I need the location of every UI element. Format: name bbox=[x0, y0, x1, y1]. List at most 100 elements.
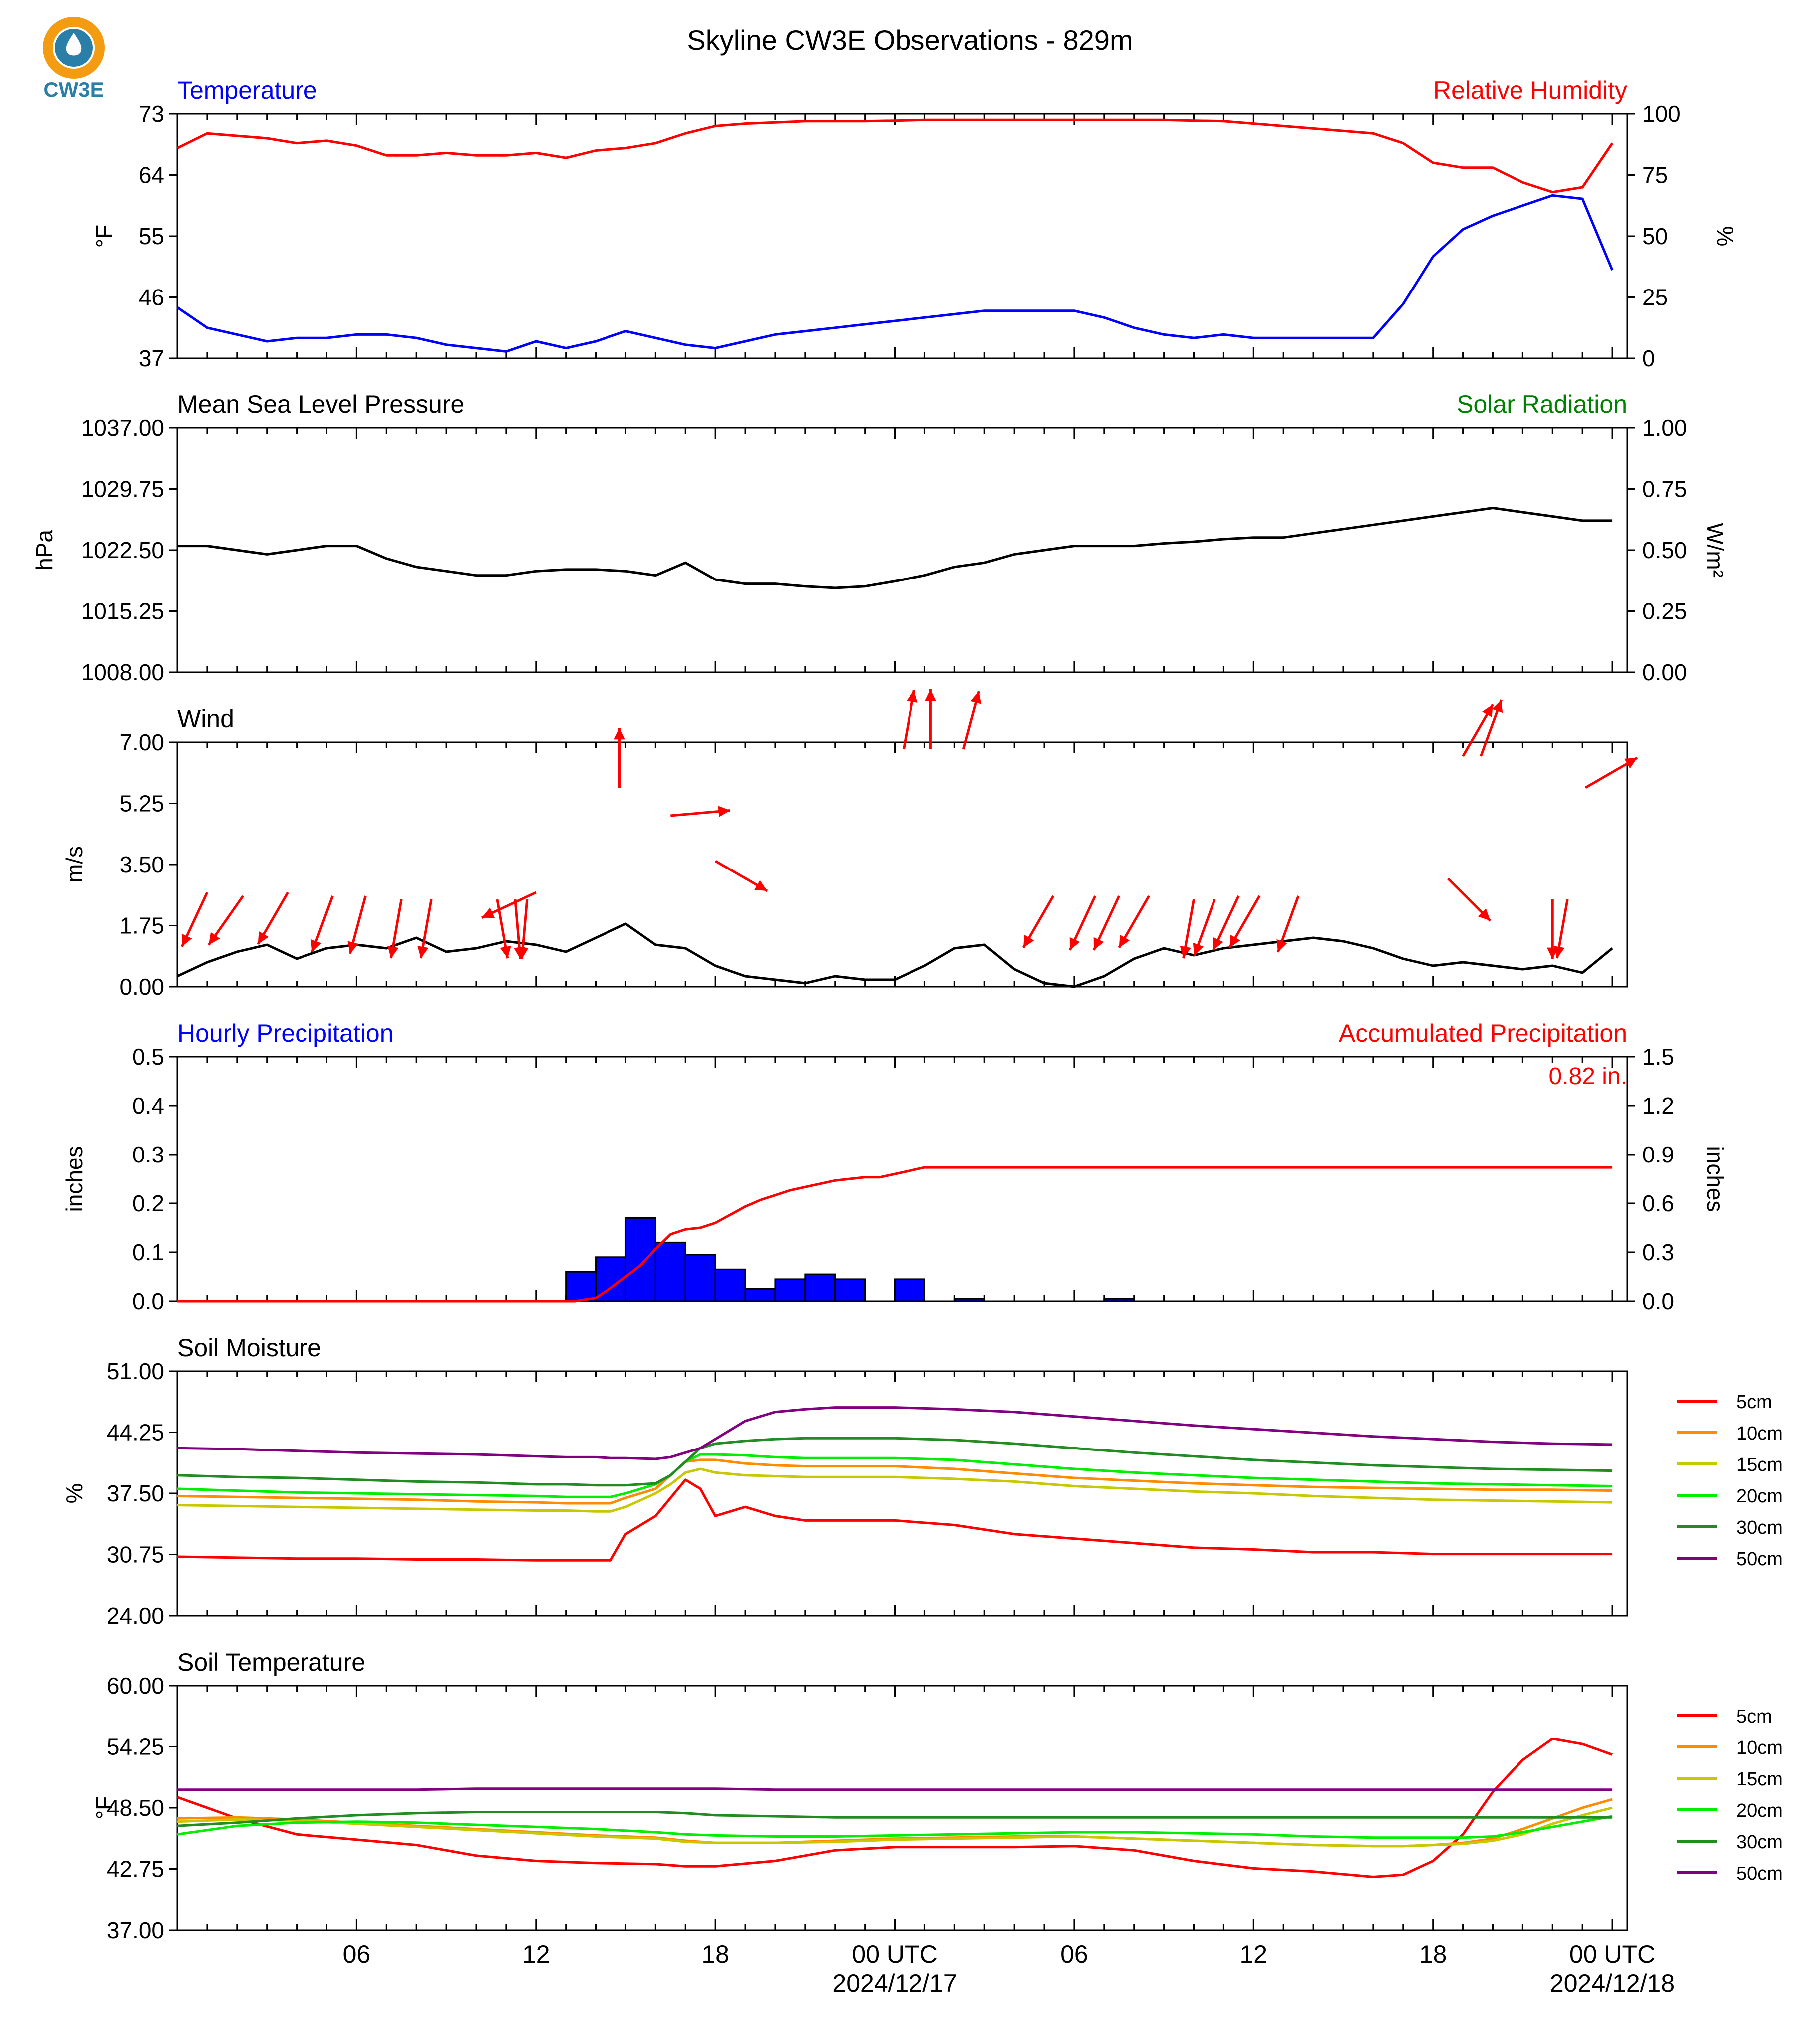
y2-axis-label: % bbox=[1712, 226, 1738, 247]
series-line-20cm bbox=[177, 1453, 1613, 1498]
panel-title-right: Relative Humidity bbox=[1433, 76, 1627, 104]
precip-bar bbox=[894, 1278, 925, 1302]
x-tick-label: 18 bbox=[701, 1940, 729, 1968]
precip-bar bbox=[654, 1241, 686, 1302]
legend-label: 30cm bbox=[1736, 1517, 1783, 1538]
wind-arrow-head bbox=[482, 907, 495, 918]
wind-arrow-head bbox=[1180, 946, 1191, 959]
legend-label: 15cm bbox=[1736, 1769, 1783, 1790]
y-tick-label: 54.25 bbox=[107, 1734, 164, 1760]
panel-title-right: Accumulated Precipitation bbox=[1339, 1019, 1627, 1047]
y-tick-label: 51.00 bbox=[107, 1358, 164, 1384]
panel-title-left: Mean Sea Level Pressure bbox=[177, 390, 464, 418]
wind-arrow-head bbox=[258, 931, 269, 944]
wind-arrow-head bbox=[208, 932, 220, 945]
series-line-10cm bbox=[177, 1458, 1613, 1505]
legend-label: 10cm bbox=[1736, 1738, 1783, 1758]
x-tick-label: 06 bbox=[1060, 1940, 1088, 1968]
wind-arrow-head bbox=[1093, 937, 1104, 950]
y2-axis-label: W/m² bbox=[1702, 523, 1728, 578]
panel-title-left: Soil Temperature bbox=[177, 1648, 365, 1676]
y-tick-label: 44.25 bbox=[107, 1420, 164, 1446]
series-line-15cm bbox=[177, 1806, 1613, 1848]
wind-arrow-head bbox=[1119, 934, 1130, 948]
y2-tick-label: 25 bbox=[1642, 285, 1668, 310]
series-line-15cm bbox=[177, 1467, 1613, 1513]
water-drop-icon bbox=[66, 33, 82, 56]
y2-tick-label: 100 bbox=[1642, 101, 1681, 127]
panel-title-left: Temperature bbox=[177, 76, 317, 104]
series-line-temperature bbox=[176, 194, 1614, 353]
x-date-label: 2024/12/17 bbox=[832, 1969, 957, 1997]
wind-arrow-head bbox=[417, 946, 429, 959]
legend-label: 10cm bbox=[1736, 1423, 1783, 1444]
accumulated-total-label: 0.82 in. bbox=[1549, 1063, 1627, 1090]
panel-frame bbox=[176, 1056, 1628, 1302]
panel-6: 60.00 54.25 48.50 42.75 37.00 °F Soil Temperat… bbox=[91, 1648, 1783, 1997]
wind-arrow-head bbox=[500, 946, 511, 959]
legend-label: 30cm bbox=[1736, 1832, 1783, 1853]
wind-arrow-head bbox=[614, 728, 625, 740]
y-tick-label: 37.50 bbox=[107, 1480, 164, 1506]
y-axis-label: inches bbox=[61, 1146, 87, 1212]
x-tick-label: 18 bbox=[1419, 1940, 1447, 1968]
y-tick-label: 3.50 bbox=[119, 852, 164, 877]
figure-title: Skyline CW3E Observations - 829m bbox=[687, 24, 1133, 56]
y-axis-label: % bbox=[61, 1483, 87, 1504]
x-tick-label: 12 bbox=[522, 1940, 550, 1968]
wind-arrow-head bbox=[1276, 939, 1287, 952]
y2-tick-label: 50 bbox=[1642, 223, 1668, 249]
y-tick-label: 0.5 bbox=[132, 1044, 164, 1070]
legend-label: 50cm bbox=[1736, 1863, 1783, 1884]
y-tick-label: 0.3 bbox=[132, 1142, 164, 1167]
series-line-5cm bbox=[177, 1738, 1613, 1878]
panel-2: 1037.00 1029.75 1022.50 1015.25 1008.00 1.00 0… bbox=[31, 390, 1728, 685]
precip-bar bbox=[804, 1273, 836, 1302]
legend-label: 15cm bbox=[1736, 1454, 1783, 1475]
wind-arrow-head bbox=[1492, 700, 1503, 713]
y-tick-label: 30.75 bbox=[107, 1542, 164, 1568]
precip-bar bbox=[744, 1288, 776, 1302]
y2-tick-label: 0.25 bbox=[1642, 598, 1687, 624]
y-tick-label: 0.4 bbox=[132, 1093, 164, 1119]
panel-title-left: Hourly Precipitation bbox=[177, 1019, 394, 1047]
wind-arrow-head bbox=[1193, 942, 1204, 956]
panel-frame bbox=[176, 113, 1628, 359]
precip-bar bbox=[774, 1278, 806, 1302]
legend-label: 50cm bbox=[1736, 1549, 1783, 1570]
panel-title-left: Wind bbox=[177, 705, 234, 733]
x-tick-label: 00 UTC bbox=[852, 1940, 937, 1968]
y-tick-label: 42.75 bbox=[107, 1856, 164, 1882]
series-line-50cm bbox=[177, 1406, 1613, 1460]
y2-tick-label: 0.00 bbox=[1642, 659, 1687, 685]
y2-tick-label: 0.75 bbox=[1642, 476, 1687, 502]
y-axis-label: °F bbox=[91, 225, 117, 248]
wind-arrow-head bbox=[1478, 908, 1491, 921]
y-tick-label: 0.2 bbox=[132, 1190, 164, 1216]
wind-arrow-head bbox=[347, 941, 359, 954]
y2-tick-label: 1.00 bbox=[1642, 415, 1687, 441]
series-line-30cm bbox=[177, 1811, 1613, 1827]
precip-bar bbox=[684, 1254, 716, 1302]
panel-1: 73 64 55 46 37 100 75 50 25 0 °F % Temperature Relati… bbox=[91, 76, 1738, 371]
y-axis-label: °F bbox=[91, 1796, 117, 1820]
precip-bar bbox=[565, 1271, 597, 1302]
legend-label: 5cm bbox=[1736, 1392, 1772, 1413]
x-tick-label: 12 bbox=[1239, 1940, 1267, 1968]
legend-label: 20cm bbox=[1736, 1486, 1783, 1507]
panel-title-right: Solar Radiation bbox=[1457, 390, 1627, 418]
wind-arrow-head bbox=[907, 690, 918, 703]
y2-tick-label: 0.0 bbox=[1642, 1288, 1674, 1314]
y-tick-label: 73 bbox=[139, 101, 164, 127]
y2-tick-label: 0 bbox=[1642, 345, 1655, 371]
series-line-wind-speed bbox=[176, 922, 1613, 988]
y-tick-label: 1008.00 bbox=[81, 659, 164, 685]
y2-axis-label: inches bbox=[1702, 1146, 1728, 1212]
logo-ring bbox=[43, 17, 105, 79]
cw3e-logo: CW3E bbox=[43, 17, 105, 101]
series-line-mean-sea-level-pressure bbox=[177, 507, 1613, 589]
wind-arrow-head bbox=[1069, 937, 1080, 950]
wind-arrow-head bbox=[1229, 934, 1240, 948]
series-line-20cm bbox=[177, 1815, 1613, 1839]
series-line-relative-humidity bbox=[176, 118, 1614, 194]
